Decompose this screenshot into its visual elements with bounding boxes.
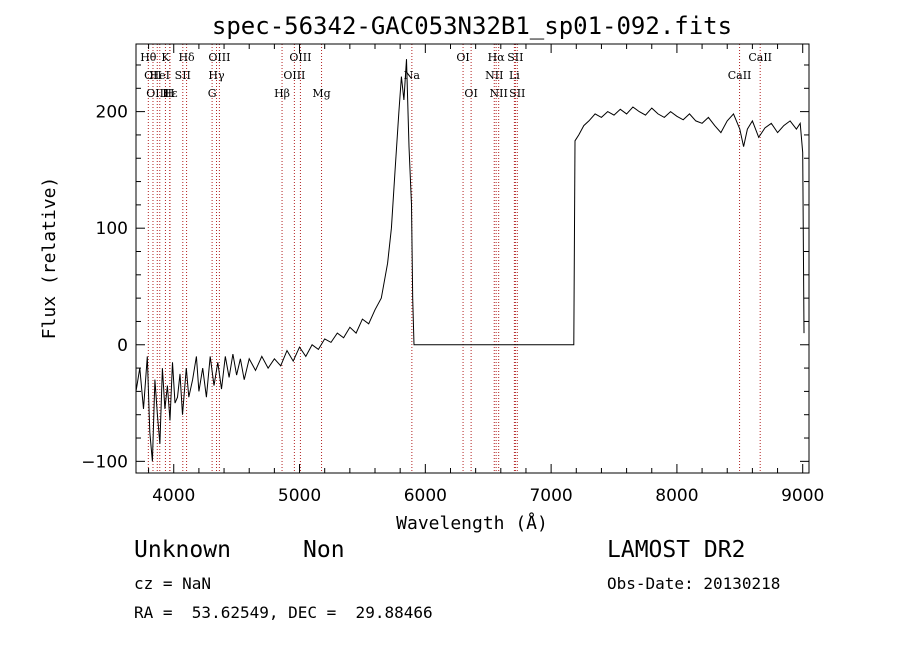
marker-label: OIII <box>146 87 168 100</box>
class-label: Unknown <box>134 537 231 563</box>
x-axis-label: Wavelength (Å) <box>396 512 548 534</box>
survey-label: LAMOST DR2 <box>607 537 746 563</box>
x-tick-label: 7000 <box>529 486 572 506</box>
obs-date: Obs-Date: 20130218 <box>607 574 781 593</box>
chart-title: spec-56342-GAC053N32B1_sp01-092.fits <box>212 12 732 40</box>
line-markers <box>147 44 761 473</box>
marker-label: H <box>165 87 175 100</box>
marker-label: CaII <box>748 51 772 64</box>
cz-value: cz = NaN <box>134 574 212 593</box>
marker-label: Mg <box>312 87 330 100</box>
marker-label: SII <box>509 87 525 100</box>
marker-label: K <box>161 51 170 64</box>
marker-label: Li <box>509 69 520 82</box>
y-tick-label: −100 <box>81 452 128 472</box>
marker-label: G <box>208 87 217 100</box>
y-tick-label: 100 <box>96 219 128 239</box>
marker-label: OI <box>456 51 469 64</box>
marker-label: SII <box>175 69 191 82</box>
marker-label: OII <box>144 69 162 82</box>
plot-frame <box>135 43 810 474</box>
x-tick-label: 8000 <box>655 486 698 506</box>
marker-label: NII <box>490 87 508 100</box>
spectrum-line <box>135 59 805 462</box>
y-tick-label: 0 <box>117 336 128 356</box>
x-tick-label: 6000 <box>404 486 447 506</box>
marker-label: OI <box>464 87 477 100</box>
marker-label: Hβ <box>274 87 290 100</box>
marker-label: Hδ <box>178 51 195 64</box>
marker-label: HeI <box>150 69 170 82</box>
x-tick-label: 5000 <box>278 486 321 506</box>
marker-label: NII <box>485 69 503 82</box>
marker-label: OIII <box>208 51 230 64</box>
marker-label: Na <box>404 69 421 82</box>
marker-label: Hε <box>162 87 178 100</box>
x-tick-label: 4000 <box>152 486 195 506</box>
coordinates: RA = 53.62549, DEC = 29.88466 <box>134 603 433 622</box>
y-tick-label: 200 <box>96 103 128 123</box>
y-axis-ticks: −100 0 100 200 <box>81 64 809 472</box>
x-axis-ticks: 4000 5000 6000 7000 8000 9000 <box>148 44 824 506</box>
marker-label: OIII <box>289 51 311 64</box>
subclass-label: Non <box>303 537 345 563</box>
y-axis-label: Flux (relative) <box>39 177 60 340</box>
marker-label: Hθ <box>140 51 157 64</box>
marker-label: OIII <box>283 69 305 82</box>
line-marker-labels: HθOIIOIIIHeIKHεHSIIHδGHγOIIIHβOIIIOIIIMg… <box>140 51 772 100</box>
x-tick-label: 9000 <box>781 486 824 506</box>
marker-label: Hα <box>488 51 506 64</box>
marker-label: CaII <box>728 69 752 82</box>
marker-label: Hγ <box>208 69 225 82</box>
marker-label: SII <box>507 51 523 64</box>
